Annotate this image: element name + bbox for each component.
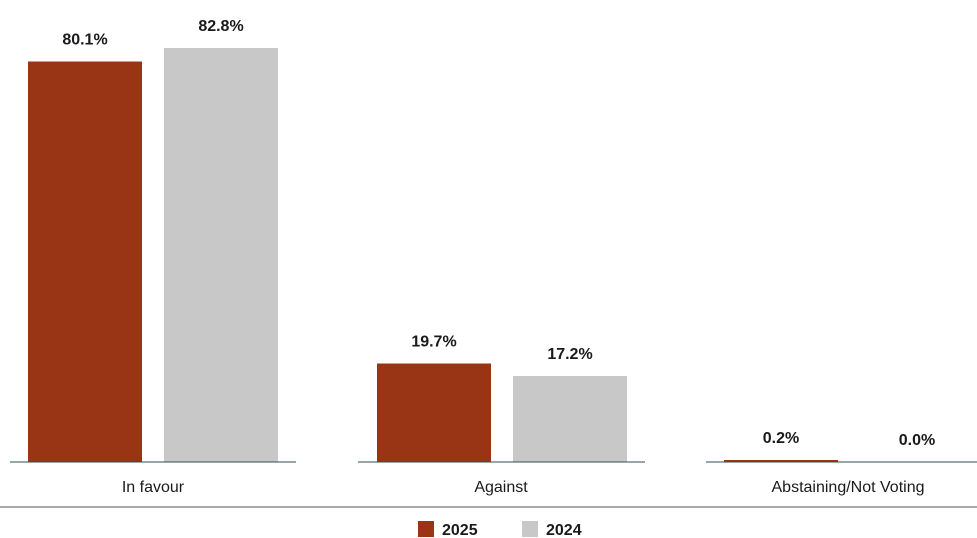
bar-2024-1	[513, 376, 627, 462]
legend-swatch-2025	[418, 521, 434, 537]
legend-label-2025: 2025	[442, 522, 478, 538]
data-label-2025-1: 19.7%	[411, 334, 456, 351]
category-label-0: In favour	[122, 479, 185, 496]
data-label-2025-2: 0.2%	[763, 430, 799, 447]
data-label-2025-0: 80.1%	[62, 32, 107, 49]
bar-2025-1	[377, 363, 491, 462]
legend-swatch-2024	[522, 521, 538, 537]
data-label-2024-2: 0.0%	[899, 432, 935, 449]
data-label-2024-1: 17.2%	[547, 346, 592, 363]
legend-label-2024: 2024	[546, 522, 582, 538]
bar-2025-0	[28, 61, 142, 462]
data-label-2024-0: 82.8%	[198, 18, 243, 35]
bar-2024-0	[164, 48, 278, 462]
category-label-2: Abstaining/Not Voting	[772, 479, 925, 496]
bar-2025-2	[724, 460, 838, 462]
category-label-1: Against	[474, 479, 528, 496]
